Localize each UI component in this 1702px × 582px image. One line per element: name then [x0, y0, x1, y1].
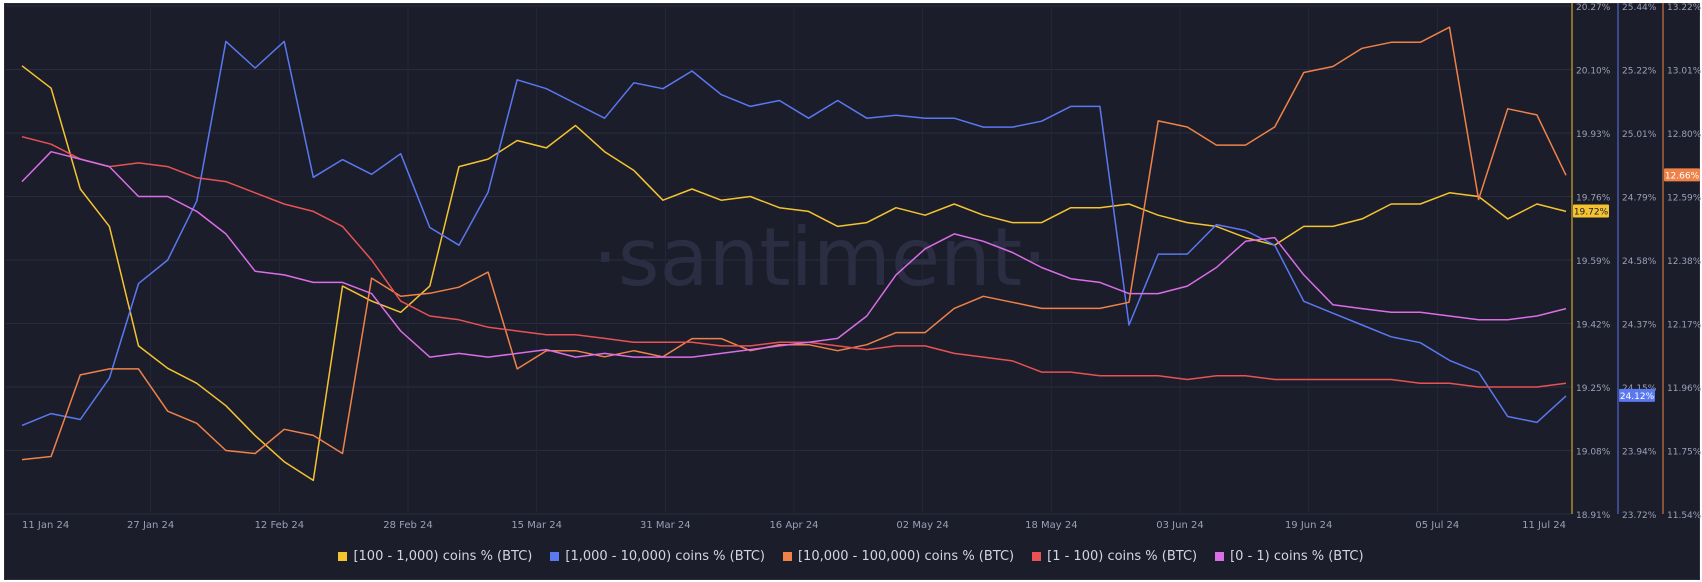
legend-item-10000-100000[interactable]: [10,000 - 100,000) coins % (BTC): [782, 548, 1015, 564]
y-tick-label: 12.17%: [1667, 321, 1702, 331]
x-tick-label: 02 May 24: [896, 520, 948, 531]
y-tick-label: 24.58%: [1622, 257, 1657, 267]
y-tick-label: 11.54%: [1667, 511, 1702, 521]
current-value-badge: [1664, 168, 1700, 182]
y-tick-label: 12.80%: [1667, 130, 1702, 140]
y-tick-label: 24.37%: [1622, 321, 1657, 331]
x-tick-label: 28 Feb 24: [383, 520, 433, 531]
y-tick-label: 24.79%: [1622, 194, 1657, 204]
x-tick-label: 18 May 24: [1025, 520, 1077, 531]
y-tick-label: 20.27%: [1576, 3, 1611, 13]
series-line: [21, 135, 1567, 388]
x-tick-label: 11 Jan 24: [22, 520, 69, 531]
chart-legend: [100 - 1,000) coins % (BTC) [1,000 - 10,…: [0, 546, 1702, 566]
x-tick-label: 03 Jun 24: [1156, 520, 1203, 531]
current-value-label: 12.66%: [1665, 171, 1700, 181]
y-tick-label: 23.94%: [1622, 448, 1657, 458]
legend-item-1000-10000[interactable]: [1,000 - 10,000) coins % (BTC): [550, 549, 765, 564]
legend-swatch: [1032, 551, 1042, 561]
y-tick-label: 25.44%: [1622, 3, 1657, 13]
y-tick-label: 11.96%: [1667, 384, 1702, 394]
legend-swatch: [338, 551, 348, 561]
y-tick-label: 19.93%: [1576, 130, 1611, 140]
x-tick-label: 15 Mar 24: [511, 520, 562, 531]
x-tick-label: 11 Jul 24: [1522, 520, 1566, 531]
current-value-badge: [1619, 388, 1655, 402]
series-line: [21, 150, 1567, 358]
series-line: [21, 65, 1567, 482]
y-tick-label: 25.22%: [1622, 67, 1657, 77]
y-tick-label: 19.76%: [1576, 194, 1611, 204]
x-tick-label: 19 Jun 24: [1285, 520, 1332, 531]
x-tick-label: 27 Jan 24: [127, 520, 174, 531]
series-line: [21, 40, 1567, 427]
current-value-label: 24.12%: [1620, 392, 1655, 402]
chart-frame: [4, 3, 1700, 580]
y-tick-label: 19.25%: [1576, 384, 1611, 394]
current-value-badge: [1573, 204, 1609, 218]
legend-item-0-1[interactable]: [0 - 1) coins % (BTC): [1215, 548, 1364, 564]
current-value-label: 19.72%: [1574, 207, 1609, 217]
y-tick-label: 19.08%: [1576, 448, 1611, 458]
y-tick-label: 12.38%: [1667, 257, 1702, 267]
x-tick-label: 16 Apr 24: [769, 520, 818, 531]
legend-label: [10,000 - 100,000) coins % (BTC): [797, 548, 1015, 564]
y-tick-label: 13.22%: [1667, 3, 1702, 13]
legend-swatch: [550, 551, 560, 561]
legend-label: [0 - 1) coins % (BTC): [1230, 548, 1364, 564]
y-tick-label: 19.59%: [1576, 257, 1611, 267]
y-tick-label: 25.01%: [1622, 130, 1657, 140]
watermark: ·santiment·: [592, 211, 1047, 304]
y-tick-label: 12.59%: [1667, 194, 1702, 204]
y-tick-label: 13.01%: [1667, 67, 1702, 77]
y-tick-label: 23.72%: [1622, 511, 1657, 521]
legend-item-100-1000[interactable]: [100 - 1,000) coins % (BTC): [338, 549, 532, 564]
legend-item-1-100[interactable]: [1 - 100) coins % (BTC): [1032, 549, 1197, 564]
y-tick-label: 11.75%: [1667, 448, 1702, 458]
x-tick-label: 12 Feb 24: [255, 520, 305, 531]
x-tick-label: 05 Jul 24: [1415, 520, 1459, 531]
y-tick-label: 20.10%: [1576, 67, 1611, 77]
y-tick-label: 19.42%: [1576, 321, 1611, 331]
legend-swatch: [782, 551, 792, 561]
legend-label: [100 - 1,000) coins % (BTC): [353, 548, 533, 564]
legend-label: [1,000 - 10,000) coins % (BTC): [565, 548, 765, 564]
legend-label: [1 - 100) coins % (BTC): [1047, 548, 1198, 564]
x-tick-label: 31 Mar 24: [640, 520, 691, 531]
legend-swatch: [1215, 551, 1225, 561]
y-tick-label: 18.91%: [1576, 511, 1611, 521]
